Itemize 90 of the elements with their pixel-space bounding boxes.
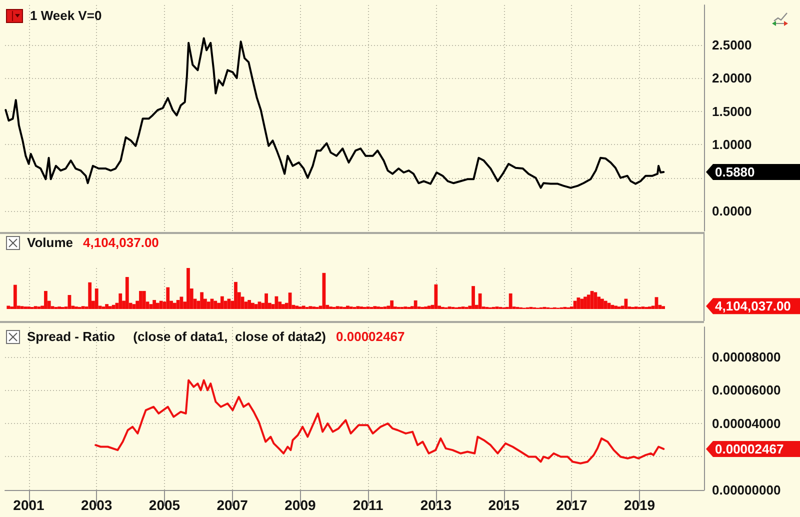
bar bbox=[186, 268, 190, 309]
y-tick-label: 1.5000 bbox=[712, 104, 752, 119]
bar bbox=[254, 304, 258, 309]
bar bbox=[427, 306, 431, 309]
bar bbox=[336, 306, 340, 309]
bar bbox=[156, 302, 160, 309]
text: 4,104,037.00 bbox=[715, 298, 791, 314]
y-tick-label: 2.5000 bbox=[712, 37, 752, 52]
chart-title: Volume bbox=[27, 235, 73, 250]
bar bbox=[81, 306, 85, 309]
bar bbox=[414, 300, 418, 309]
bar bbox=[105, 304, 108, 309]
bar bbox=[472, 286, 475, 309]
y-tick-label: 0.00006000 bbox=[712, 382, 781, 398]
bar bbox=[282, 304, 285, 309]
x-tick-label: 2015 bbox=[488, 497, 520, 513]
bar bbox=[152, 300, 156, 309]
bar bbox=[614, 306, 618, 309]
bar bbox=[118, 293, 122, 309]
x-tick-label: 2001 bbox=[13, 497, 45, 513]
bar bbox=[224, 300, 228, 309]
bar bbox=[594, 292, 598, 309]
bar bbox=[166, 287, 170, 309]
bar bbox=[295, 306, 299, 309]
y-tick-label: 0.00000000 bbox=[712, 482, 781, 498]
bar bbox=[346, 306, 350, 309]
bar bbox=[356, 306, 360, 309]
y-tick-label: 0.00004000 bbox=[712, 416, 781, 431]
bar bbox=[580, 298, 584, 309]
bar bbox=[44, 290, 48, 309]
bar bbox=[258, 302, 262, 309]
bar bbox=[214, 300, 218, 309]
text: 0.5880 bbox=[715, 164, 755, 180]
chart-title: 1 Week V=0 bbox=[30, 8, 102, 23]
bar bbox=[604, 300, 608, 309]
bar bbox=[180, 296, 184, 309]
bar bbox=[125, 277, 129, 309]
bar bbox=[373, 306, 377, 309]
x-tick-label: 2019 bbox=[624, 497, 656, 513]
x-tick-label: 2005 bbox=[148, 497, 180, 513]
text: 0.00002467 bbox=[715, 441, 784, 456]
bar bbox=[251, 302, 254, 309]
x-tick-label: 2013 bbox=[420, 497, 452, 513]
bar bbox=[206, 302, 210, 309]
x-tick-label: 2011 bbox=[352, 497, 384, 513]
bar bbox=[264, 293, 268, 309]
bar bbox=[586, 294, 590, 309]
x-tick-label: 2007 bbox=[216, 497, 248, 513]
y-tick-label: 0.00008000 bbox=[712, 349, 781, 364]
bar bbox=[172, 302, 176, 309]
bar bbox=[573, 300, 577, 309]
line-series bbox=[4, 37, 665, 189]
chart-title: Spread - Ratio bbox=[27, 329, 116, 344]
bar bbox=[610, 304, 614, 309]
bar bbox=[94, 288, 98, 309]
bar bbox=[200, 292, 204, 309]
x-tick-label: 2017 bbox=[556, 497, 588, 513]
bar bbox=[88, 282, 92, 309]
bar bbox=[434, 284, 438, 309]
bar bbox=[508, 293, 512, 309]
bar bbox=[176, 300, 180, 309]
bar bbox=[308, 306, 312, 309]
bar bbox=[13, 284, 17, 309]
bar bbox=[600, 298, 604, 309]
bar bbox=[6, 306, 10, 309]
chart-subtitle: (close of data1, close of data2) bbox=[133, 329, 326, 344]
bar bbox=[139, 290, 142, 309]
bar bbox=[662, 306, 665, 309]
bar bbox=[302, 306, 306, 309]
annotation: 0.00002467 bbox=[336, 329, 405, 344]
bar bbox=[142, 290, 146, 309]
bar bbox=[34, 306, 38, 309]
bar bbox=[108, 306, 112, 309]
x-tick-label: 2009 bbox=[284, 497, 316, 513]
bar bbox=[248, 300, 252, 309]
bar bbox=[234, 282, 238, 309]
y-tick-label: 0.0000 bbox=[712, 204, 752, 219]
bar bbox=[132, 304, 136, 309]
bar bbox=[149, 304, 153, 309]
bar bbox=[390, 300, 394, 309]
bar bbox=[112, 304, 116, 309]
y-tick-label: 1.0000 bbox=[712, 137, 752, 152]
bar bbox=[584, 296, 587, 309]
y-tick-label: 2.0000 bbox=[712, 70, 752, 86]
x-tick-label: 2003 bbox=[81, 497, 112, 513]
bar bbox=[159, 300, 163, 309]
bar bbox=[20, 306, 24, 309]
text: 4,104,037.00 bbox=[83, 235, 159, 250]
line-series bbox=[94, 379, 665, 464]
bar bbox=[220, 296, 224, 309]
